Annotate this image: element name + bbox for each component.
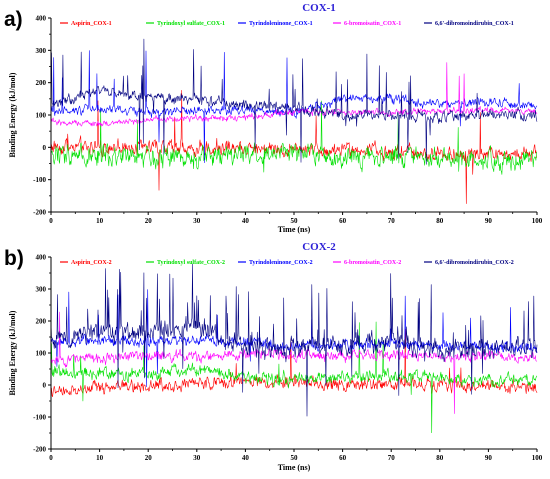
panel-label: a) xyxy=(4,8,23,31)
series-group xyxy=(50,38,538,204)
x-tick-label: 0 xyxy=(49,454,53,462)
legend-label: Tyrindoxyl sulfate_COX-2 xyxy=(157,260,225,266)
x-tick-label: 80 xyxy=(436,454,444,462)
x-tick-label: 50 xyxy=(291,454,299,462)
x-tick-label: 100 xyxy=(532,217,543,225)
legend-label: Aspirin_COX-2 xyxy=(71,260,112,266)
y-tick-label: 0 xyxy=(43,382,47,390)
x-tick-label: 0 xyxy=(49,217,53,225)
x-tick-label: 20 xyxy=(145,217,153,225)
y-tick-label: 100 xyxy=(36,112,47,120)
series-line-5 xyxy=(50,263,538,417)
x-tick-label: 40 xyxy=(242,454,250,462)
legend-label: 6,6'-dibromoindirubin_COX-1 xyxy=(435,21,514,27)
y-tick-label: 200 xyxy=(36,318,47,326)
x-tick-label: 30 xyxy=(193,454,201,462)
y-tick-label: -200 xyxy=(33,446,46,454)
x-axis-label: Time (ns) xyxy=(278,225,311,234)
y-tick-label: 300 xyxy=(36,47,47,55)
chart-title: COX-1 xyxy=(302,2,336,14)
x-tick-label: 60 xyxy=(339,217,347,225)
series-line-1 xyxy=(50,90,538,204)
legend-label: Aspirin_COX-1 xyxy=(71,21,112,27)
panel-label: b) xyxy=(4,247,24,270)
x-tick-label: 70 xyxy=(388,217,396,225)
y-axis-label: Binding Energy (kJ/mol) xyxy=(8,72,17,157)
x-tick-label: 50 xyxy=(291,217,299,225)
x-tick-label: 70 xyxy=(388,454,396,462)
series-line-2 xyxy=(50,100,538,175)
legend-label: 6-bromoisatin_COX-1 xyxy=(344,21,401,27)
y-tick-label: -100 xyxy=(33,414,46,422)
y-tick-label: -100 xyxy=(33,176,46,184)
x-tick-label: 40 xyxy=(242,217,250,225)
legend-label: Tyrindoxyl sulfate_COX-1 xyxy=(157,21,225,27)
y-axis-label: Binding Energy (kJ/mol) xyxy=(8,310,17,395)
panel-cox1: -200 -100 0 100 200 300 400 0 10 20 30 40 50 60 70 80 90… xyxy=(4,2,543,234)
x-tick-label: 10 xyxy=(96,454,104,462)
series-group xyxy=(50,263,538,434)
x-tick-label: 20 xyxy=(145,454,153,462)
x-tick-label: 90 xyxy=(485,454,493,462)
legend-label: Tyrindoleninone_COX-2 xyxy=(249,260,313,266)
x-tick-label: 30 xyxy=(193,217,201,225)
y-tick-label: 400 xyxy=(36,15,47,23)
x-tick-label: 90 xyxy=(485,217,493,225)
y-tick-label: 400 xyxy=(36,254,47,262)
x-tick-label: 100 xyxy=(532,454,543,462)
x-tick-label: 80 xyxy=(436,217,444,225)
panel-cox2: -200 -100 0 100 200 300 400 0 10 20 30 40 50 60 70 80 90… xyxy=(4,241,543,472)
x-axis-label: Time (ns) xyxy=(278,463,311,472)
legend: Aspirin_COX-2 Tyrindoxyl sulfate_COX-2 Tyr… xyxy=(60,260,514,266)
series-line-3 xyxy=(50,289,538,388)
y-tick-label: 0 xyxy=(43,144,47,152)
y-tick-label: 200 xyxy=(36,79,47,87)
series-line-1 xyxy=(50,328,538,398)
legend-label: Tyrindoleninone_COX-1 xyxy=(249,21,313,27)
legend-label: 6,6'-dibromoindirubin_COX-2 xyxy=(435,260,514,266)
legend-label: 6-bromoisatin_COX-2 xyxy=(344,260,401,266)
series-line-2 xyxy=(50,321,538,434)
legend: Aspirin_COX-1 Tyrindoxyl sulfate_COX-1 Tyr… xyxy=(60,21,514,27)
chart-title: COX-2 xyxy=(302,241,336,253)
y-tick-label: 100 xyxy=(36,350,47,358)
y-tick-label: 300 xyxy=(36,286,47,294)
y-tick-label: -200 xyxy=(33,209,46,217)
series-line-4 xyxy=(50,62,538,127)
x-tick-label: 60 xyxy=(339,454,347,462)
series-line-5 xyxy=(50,38,538,165)
x-tick-label: 10 xyxy=(96,217,104,225)
series-line-4 xyxy=(50,311,538,414)
